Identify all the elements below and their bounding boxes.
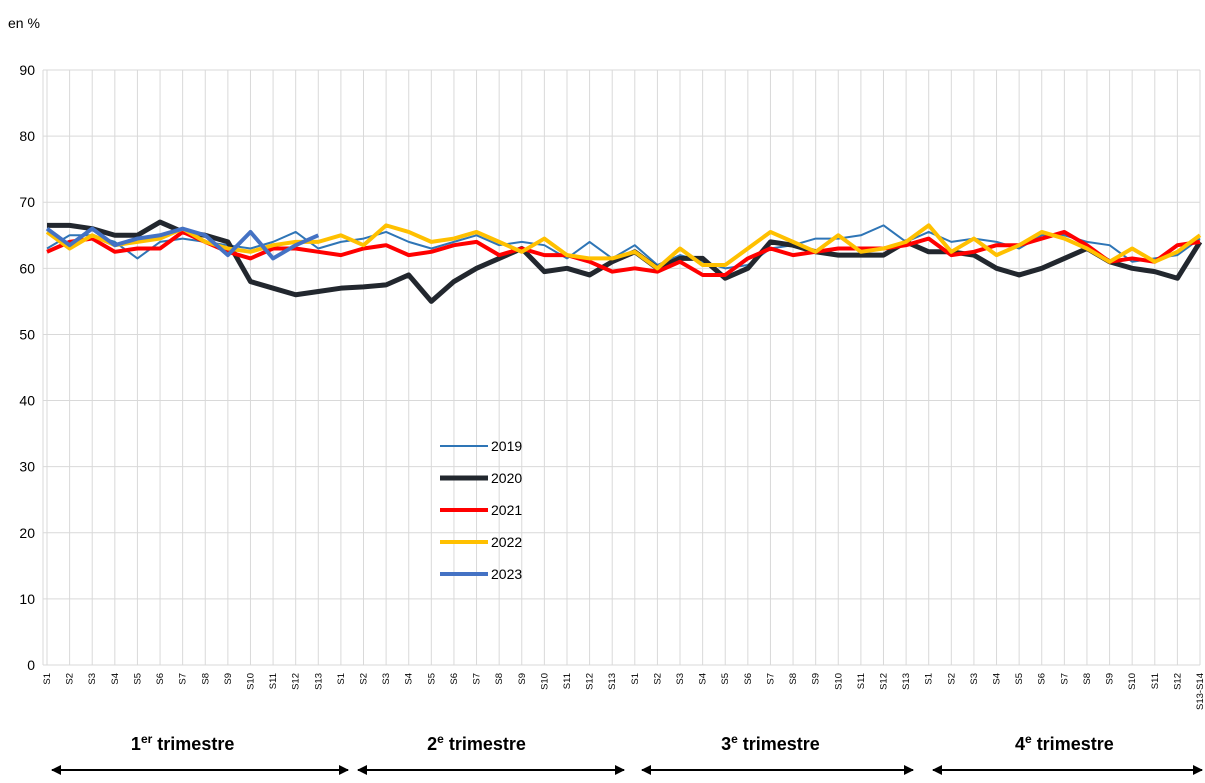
y-tick-label: 20 xyxy=(19,525,35,541)
x-tick-label: S1 xyxy=(336,673,347,685)
legend: 2019 2020 2021 2022 2023 xyxy=(440,438,522,582)
x-tick-label: S5 xyxy=(426,673,437,685)
series-line xyxy=(47,219,1203,304)
x-tick-label: S2 xyxy=(652,673,663,685)
x-tick-label: S1 xyxy=(924,673,935,685)
x-tick-label: S8 xyxy=(788,673,799,685)
x-tick-label: S10 xyxy=(1127,673,1138,690)
x-tick-label: S12 xyxy=(585,673,596,690)
series-line xyxy=(46,229,1201,277)
y-tick-label: 50 xyxy=(19,326,35,342)
x-tick-label: S7 xyxy=(178,673,189,685)
x-tick-label: S5 xyxy=(132,673,143,685)
x-tick-label: S9 xyxy=(1105,673,1116,685)
x-tick-label: S12 xyxy=(1172,673,1183,690)
x-tick-label: S2 xyxy=(359,673,370,685)
x-tick-label: S11 xyxy=(1150,673,1161,689)
x-tick-label: S9 xyxy=(223,673,234,685)
x-tick-label: S3 xyxy=(969,673,980,685)
y-tick-label: 60 xyxy=(19,260,35,276)
quarter-label: 3e trimestre xyxy=(721,732,820,754)
x-tick-label: S4 xyxy=(110,673,121,685)
x-tick-label: S4 xyxy=(992,673,1003,685)
quarter-sup: e xyxy=(437,732,444,746)
x-tick-label: S6 xyxy=(155,673,166,685)
quarter-text: trimestre xyxy=(157,734,234,754)
legend-label: 2021 xyxy=(491,502,522,518)
x-tick-label: S3 xyxy=(87,673,98,685)
x-tick-label: S1 xyxy=(630,673,641,685)
x-tick-label: S5 xyxy=(720,673,731,685)
y-tick-label: 30 xyxy=(19,459,35,475)
x-tick-label: S8 xyxy=(1082,673,1093,685)
x-tick-label: S7 xyxy=(765,673,776,685)
x-tick-label: S6 xyxy=(743,673,754,685)
quarter-number: 4 xyxy=(1015,734,1025,754)
quarter-label: 2e trimestre xyxy=(427,732,526,754)
quarter-text: trimestre xyxy=(743,734,820,754)
y-tick-label: 40 xyxy=(19,393,35,409)
x-tick-label: S11 xyxy=(856,673,867,689)
x-tick-label: S6 xyxy=(1037,673,1048,685)
quarter-label: 1er trimestre xyxy=(131,732,234,754)
series-line xyxy=(45,226,320,261)
x-tick-label: S4 xyxy=(698,673,709,685)
grid xyxy=(42,69,1201,666)
y-tick-label: 0 xyxy=(27,657,35,673)
x-tick-label: S13 xyxy=(607,673,618,690)
x-tick-label: S3 xyxy=(381,673,392,685)
series-line xyxy=(45,223,1202,271)
quarter-number: 3 xyxy=(721,734,731,754)
x-tick-label: S1 xyxy=(42,673,53,685)
x-tick-label: S13-S14 xyxy=(1195,673,1205,710)
x-tick-label: S9 xyxy=(811,673,822,685)
x-tick-label: S2 xyxy=(946,673,957,685)
x-tick-label: S7 xyxy=(1059,673,1070,685)
y-tick-label: 80 xyxy=(19,128,35,144)
x-tick-label: S12 xyxy=(878,673,889,690)
quarter-label: 4e trimestre xyxy=(1015,732,1114,754)
legend-label: 2019 xyxy=(491,438,522,454)
legend-label: 2020 xyxy=(491,470,522,486)
x-tick-label: S13 xyxy=(901,673,912,690)
x-tick-label: S12 xyxy=(291,673,302,690)
y-unit: en % xyxy=(8,15,40,31)
quarter-sup: er xyxy=(141,732,153,746)
quarter-number: 1 xyxy=(131,734,141,754)
x-tick-label: S9 xyxy=(517,673,528,685)
x-tick-label: S11 xyxy=(562,673,573,689)
quarter-text: trimestre xyxy=(1037,734,1114,754)
legend-label: 2023 xyxy=(491,566,522,582)
quarter-text: trimestre xyxy=(449,734,526,754)
legend-label: 2022 xyxy=(491,534,522,550)
x-tick-label: S6 xyxy=(449,673,460,685)
x-tick-label: S5 xyxy=(1014,673,1025,685)
x-tick-label: S10 xyxy=(833,673,844,690)
x-tick-label: S10 xyxy=(539,673,550,690)
x-tick-label: S3 xyxy=(675,673,686,685)
y-tick-label: 70 xyxy=(19,194,35,210)
x-tick-label: S10 xyxy=(245,673,256,690)
x-tick-label: S8 xyxy=(494,673,505,685)
quarter-sup: e xyxy=(1025,732,1032,746)
x-tick-label: S2 xyxy=(65,673,76,685)
y-tick-label: 90 xyxy=(19,62,35,78)
x-tick-label: S4 xyxy=(404,673,415,685)
x-tick-label: S8 xyxy=(200,673,211,685)
x-tick-label: S7 xyxy=(472,673,483,685)
y-tick-label: 10 xyxy=(19,591,35,607)
x-tick-label: S11 xyxy=(268,673,279,689)
x-tick-label: S13 xyxy=(313,673,324,690)
quarter-sup: e xyxy=(731,732,738,746)
quarter-number: 2 xyxy=(427,734,437,754)
